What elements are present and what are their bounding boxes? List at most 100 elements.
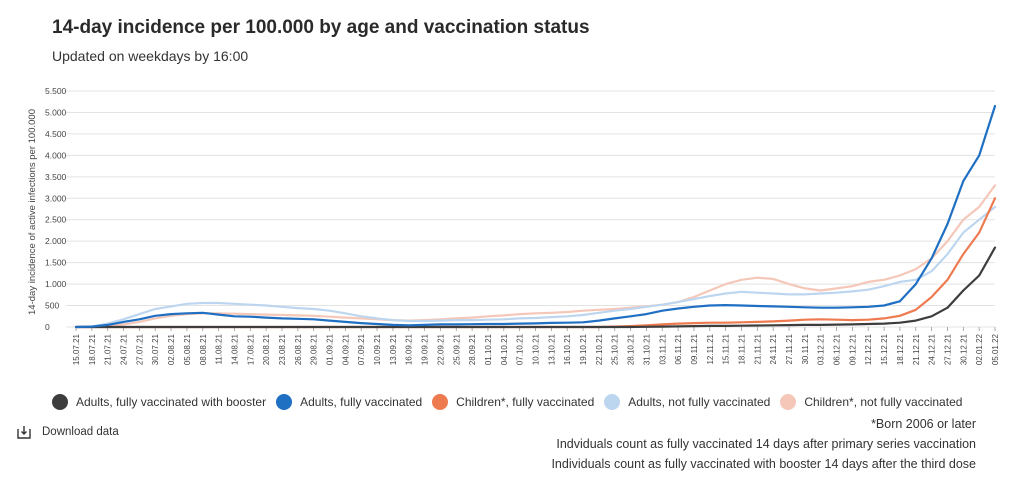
x-tick-label: 24.12.21 — [928, 333, 937, 365]
series-line — [74, 104, 997, 329]
x-tick-label: 14.08.21 — [230, 333, 239, 365]
x-tick-label: 18.12.21 — [896, 333, 905, 365]
chart-title: 14-day incidence per 100.000 by age and … — [52, 17, 590, 38]
x-tick-label: 25.09.21 — [452, 333, 461, 365]
x-tick-label: 12.11.21 — [706, 333, 715, 364]
x-tick-label: 09.12.21 — [848, 333, 857, 365]
y-tick-label: 2.500 — [45, 215, 67, 225]
x-tick-label: 25.10.21 — [611, 333, 620, 365]
x-tick-label: 28.10.21 — [627, 333, 636, 365]
chart-legend: Adults, fully vaccinated with booster Adu… — [52, 394, 972, 410]
x-tick-label: 07.09.21 — [357, 333, 366, 365]
x-tick-label: 30.07.21 — [151, 333, 160, 365]
chart-subtitle: Updated on weekdays by 16:00 — [52, 48, 249, 64]
note-born: *Born 2006 or later — [871, 417, 976, 431]
legend-item[interactable]: Children*, fully vaccinated — [432, 394, 594, 410]
x-tick-label: 12.12.21 — [864, 333, 873, 365]
x-tick-label: 19.10.21 — [579, 333, 588, 365]
x-tick-label: 27.11.21 — [785, 333, 794, 364]
y-tick-label: 5.500 — [45, 86, 67, 96]
x-tick-label: 15.12.21 — [880, 333, 889, 365]
y-tick-label: 0 — [45, 322, 50, 332]
y-tick-label: 4.000 — [45, 150, 67, 160]
x-tick-label: 01.10.21 — [484, 333, 493, 365]
x-tick-label: 22.10.21 — [595, 333, 604, 365]
legend-swatch — [780, 394, 797, 410]
x-tick-label: 26.08.21 — [294, 333, 303, 365]
x-tick-label: 13.10.21 — [547, 333, 556, 365]
x-tick-label: 27.07.21 — [135, 333, 144, 365]
x-tick-label: 29.08.21 — [310, 333, 319, 365]
series-line — [74, 205, 997, 329]
x-tick-label: 06.11.21 — [674, 333, 683, 364]
x-tick-label: 04.10.21 — [500, 333, 509, 365]
legend-label: Children*, not fully vaccinated — [804, 395, 963, 409]
x-tick-label: 16.09.21 — [405, 333, 414, 365]
x-tick-label: 20.08.21 — [262, 333, 271, 365]
x-tick-label: 07.10.21 — [516, 333, 525, 365]
y-tick-label: 5.000 — [45, 107, 67, 117]
x-tick-label: 09.11.21 — [690, 333, 699, 364]
x-tick-label: 08.08.21 — [199, 333, 208, 365]
x-tick-label: 21.12.21 — [912, 333, 921, 365]
download-data-label: Download data — [42, 426, 119, 438]
x-tick-label: 24.07.21 — [120, 333, 129, 365]
x-tick-label: 10.09.21 — [373, 333, 382, 365]
x-tick-label: 19.09.21 — [421, 333, 430, 365]
legend-item[interactable]: Children*, not fully vaccinated — [780, 394, 962, 410]
note-fully-vaccinated: Indviduals count as fully vaccinated 14 … — [556, 437, 976, 451]
x-tick-label: 30.12.21 — [959, 333, 968, 365]
x-tick-label: 18.11.21 — [737, 333, 746, 364]
note-booster: Individuals count as fully vaccinated wi… — [551, 457, 976, 471]
y-tick-label: 500 — [45, 301, 59, 311]
x-tick-label: 03.11.21 — [658, 333, 667, 364]
x-tick-label: 02.08.21 — [167, 333, 176, 365]
legend-swatch — [276, 394, 293, 410]
y-tick-label: 3.000 — [45, 193, 67, 203]
x-tick-label: 15.07.21 — [72, 333, 81, 365]
legend-label: Adults, fully vaccinated — [300, 395, 423, 409]
x-tick-label: 13.09.21 — [389, 333, 398, 365]
series-line — [74, 184, 997, 329]
x-tick-label: 10.10.21 — [532, 333, 541, 365]
x-tick-label: 02.01.22 — [975, 333, 984, 365]
x-tick-label: 11.08.21 — [215, 333, 224, 364]
y-tick-label: 4.500 — [45, 129, 67, 139]
x-tick-label: 04.09.21 — [341, 333, 350, 365]
legend-item[interactable]: Adults, fully vaccinated with booster — [52, 394, 266, 410]
x-tick-label: 30.11.21 — [801, 333, 810, 364]
x-tick-label: 23.08.21 — [278, 333, 287, 365]
x-tick-label: 24.11.21 — [769, 333, 778, 364]
legend-swatch — [604, 394, 621, 410]
legend-swatch — [432, 394, 449, 410]
x-tick-label: 21.07.21 — [104, 333, 113, 365]
download-icon — [17, 425, 31, 439]
x-tick-label: 16.10.21 — [563, 333, 572, 365]
y-tick-label: 2.000 — [45, 236, 67, 246]
download-data-button[interactable]: Download data — [17, 425, 119, 439]
x-tick-label: 31.10.21 — [642, 333, 651, 365]
y-axis-label: 14-day incidence of active infections pe… — [27, 109, 38, 315]
y-tick-label: 1.000 — [45, 279, 67, 289]
x-tick-label: 21.11.21 — [753, 333, 762, 364]
legend-item[interactable]: Adults, fully vaccinated — [276, 394, 422, 410]
x-tick-label: 18.07.21 — [88, 333, 97, 365]
legend-label: Children*, fully vaccinated — [456, 395, 595, 409]
x-tick-label: 28.09.21 — [468, 333, 477, 365]
legend-item[interactable]: Adults, not fully vaccinated — [604, 394, 770, 410]
x-tick-label: 06.12.21 — [833, 333, 842, 365]
legend-swatch — [52, 394, 68, 410]
x-tick-label: 05.08.21 — [183, 333, 192, 365]
x-tick-label: 15.11.21 — [722, 333, 731, 364]
series-line — [74, 246, 997, 329]
chart-notes: *Born 2006 or later Indviduals count as … — [551, 414, 976, 474]
x-tick-label: 03.12.21 — [817, 333, 826, 365]
legend-label: Adults, not fully vaccinated — [628, 395, 771, 409]
legend-label: Adults, fully vaccinated with booster — [76, 395, 267, 409]
x-tick-label: 05.01.22 — [991, 333, 1000, 365]
x-tick-label: 17.08.21 — [246, 333, 255, 365]
y-tick-label: 3.500 — [45, 172, 67, 182]
x-tick-label: 01.09.21 — [326, 333, 335, 365]
x-tick-label: 27.12.21 — [943, 333, 952, 365]
x-tick-label: 22.09.21 — [436, 333, 445, 365]
